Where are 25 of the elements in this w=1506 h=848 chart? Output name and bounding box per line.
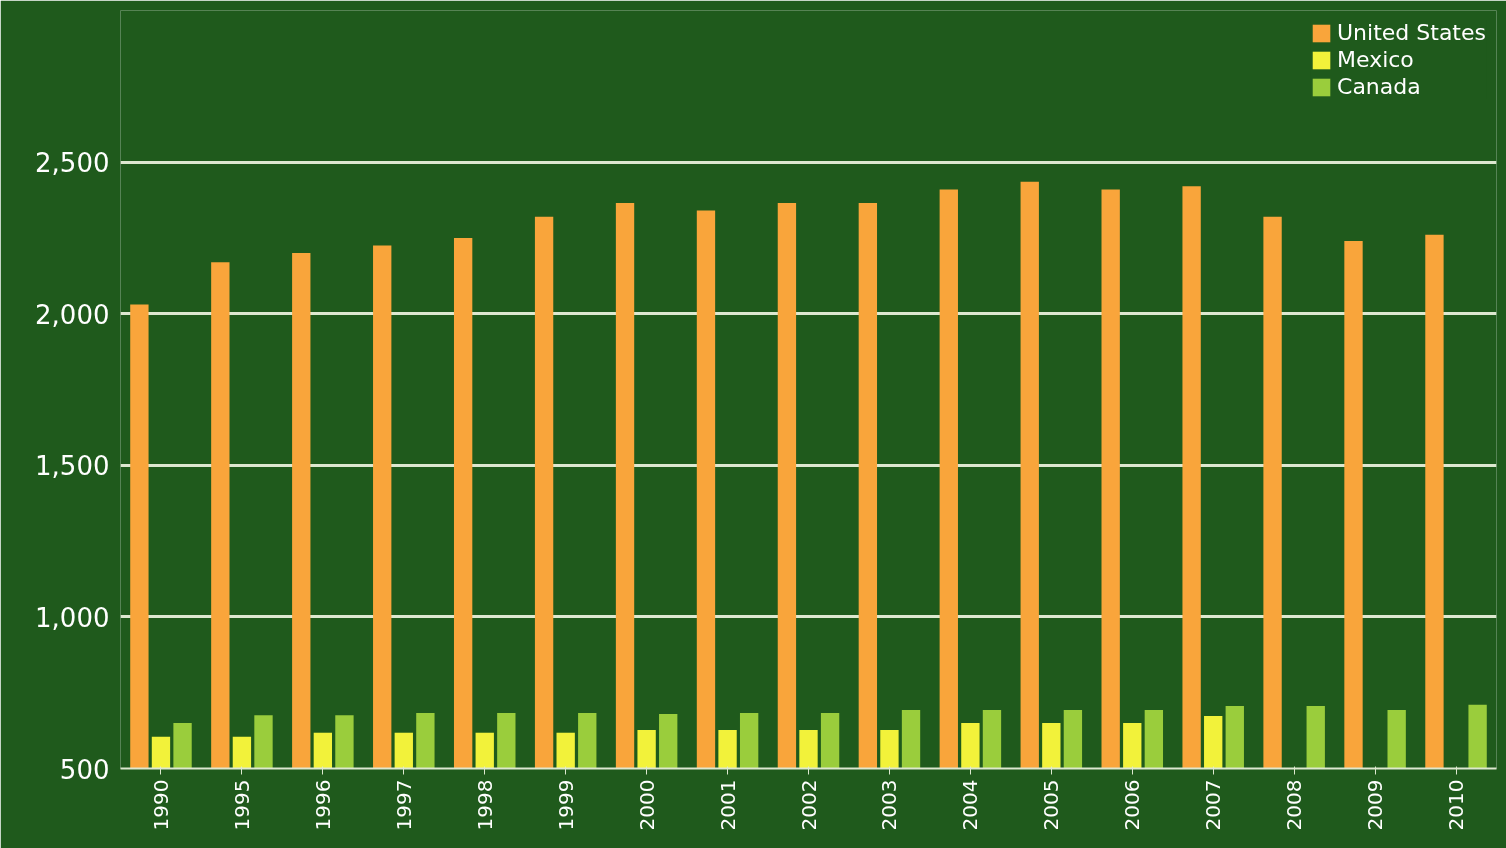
x-tick-label: 2003: [877, 779, 902, 831]
x-tick-label: 2005: [1039, 779, 1064, 831]
y-tick-label: 2,000: [35, 299, 110, 330]
legend-label: United States: [1337, 20, 1486, 45]
x-tick-label: 2008: [1282, 779, 1307, 831]
y-tick-label: 1,000: [35, 602, 110, 633]
x-tick-label: 1997: [391, 779, 416, 831]
x-tick-label: 2009: [1363, 779, 1388, 831]
x-tick-label: 2002: [796, 779, 821, 831]
x-tick-label: 1999: [553, 779, 578, 831]
y-tick-label: 1,500: [35, 451, 110, 482]
x-tick-label: 1990: [148, 779, 173, 831]
x-tick-label: 2007: [1201, 779, 1226, 831]
x-tick-label: 2001: [715, 779, 740, 831]
x-tick-label: 2010: [1444, 779, 1469, 831]
x-tick-label: 2004: [958, 779, 983, 831]
x-tick-label: 1995: [229, 779, 254, 831]
x-tick-label: 1996: [310, 779, 335, 831]
x-tick-label: 1998: [472, 779, 497, 831]
legend-label: Canada: [1337, 74, 1421, 99]
y-tick-label: 2,500: [35, 148, 110, 179]
x-tick-label: 2000: [634, 779, 659, 831]
x-tick-label: 2006: [1120, 779, 1145, 831]
legend-label: Mexico: [1337, 47, 1414, 72]
y-tick-label: 500: [59, 754, 110, 785]
